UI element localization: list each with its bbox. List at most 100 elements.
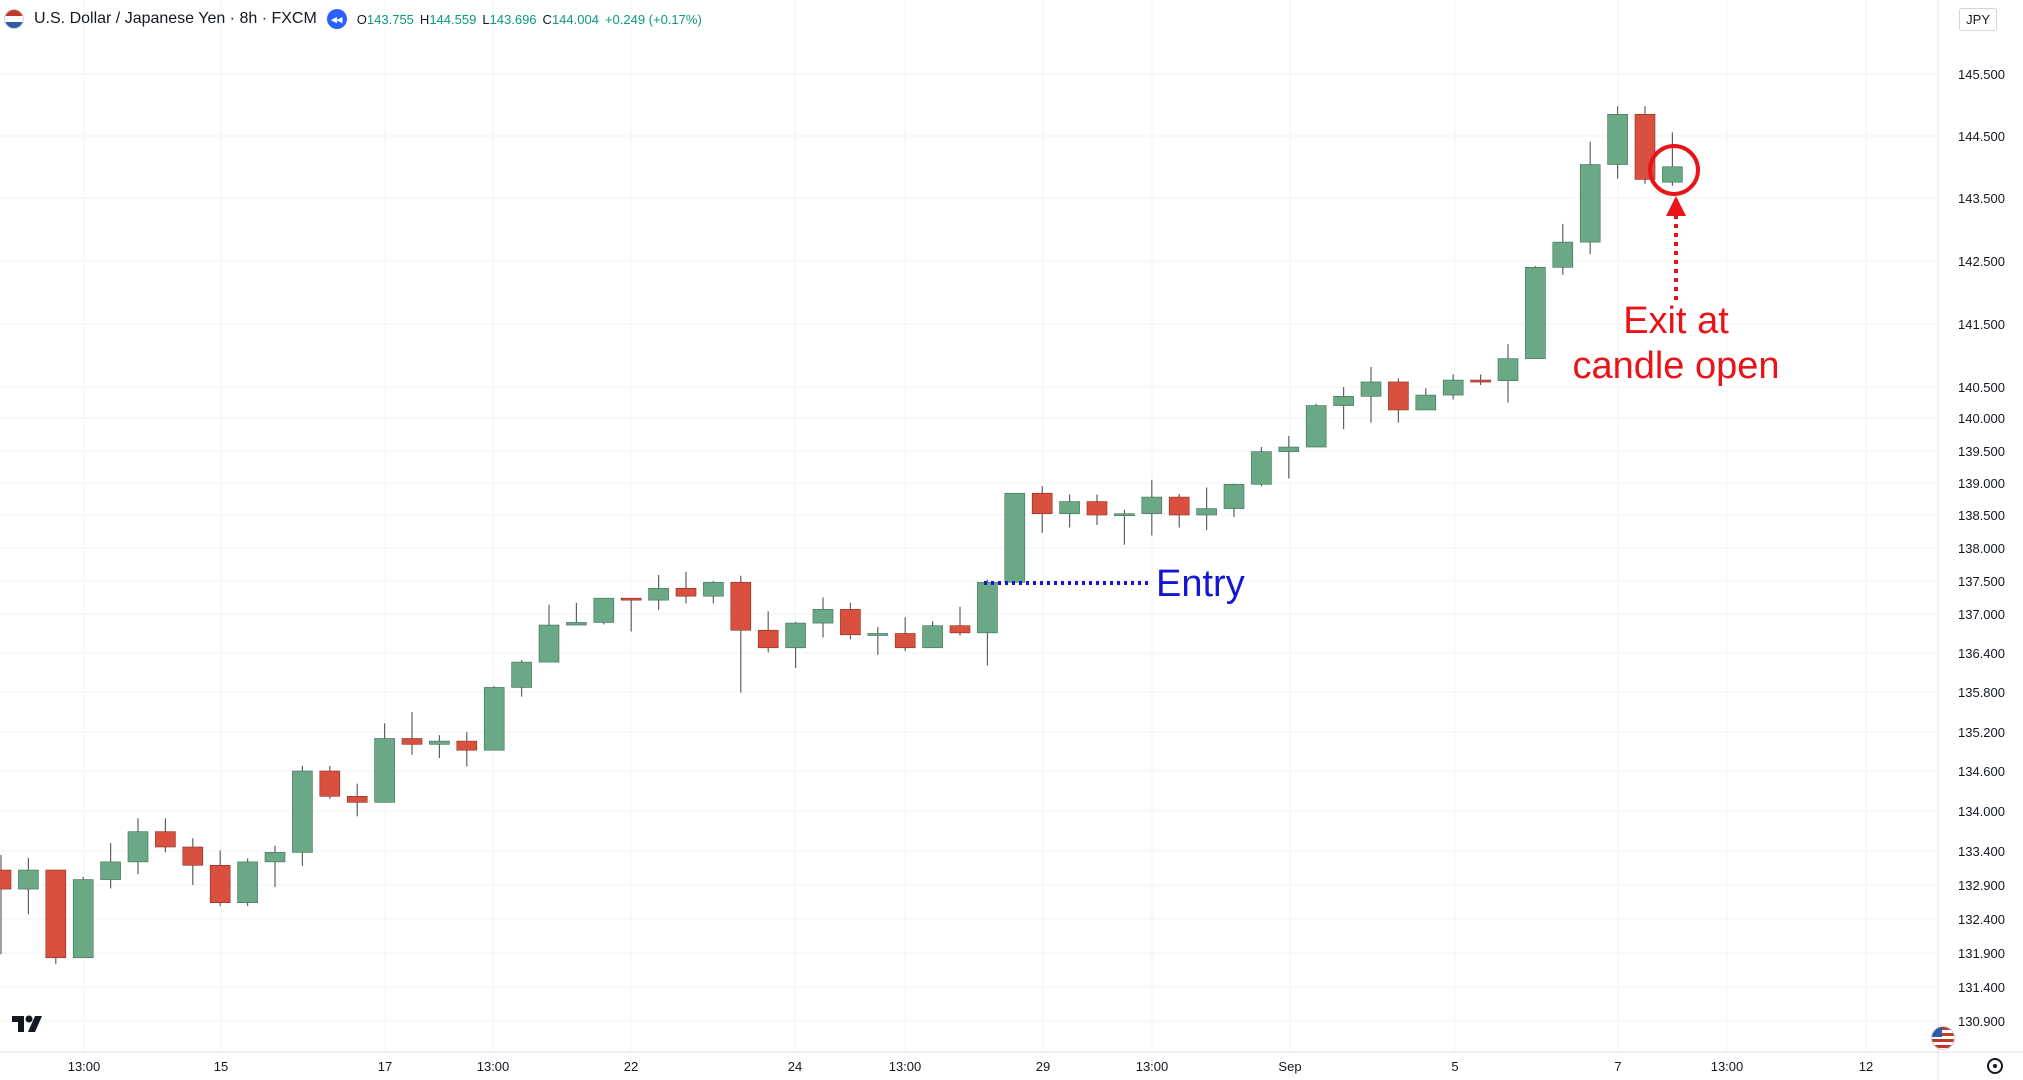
time-tick-label: 13:00: [1711, 1059, 1744, 1074]
candle: [812, 597, 834, 638]
candle: [1278, 435, 1300, 479]
candle: [1031, 486, 1053, 533]
candle: [429, 735, 450, 758]
candle: [182, 838, 204, 885]
price-tick-label: 140.000: [1958, 411, 2005, 426]
candle: [1251, 447, 1272, 487]
candle-body: [209, 864, 231, 903]
candle: [1497, 344, 1519, 403]
candle: [894, 617, 916, 652]
candle: [1552, 223, 1574, 275]
candle: [1114, 509, 1135, 545]
gear-icon[interactable]: [1987, 1058, 2003, 1074]
candle-body: [1004, 492, 1026, 583]
candle-body: [1497, 358, 1519, 381]
price-tick-label: 132.900: [1958, 878, 2005, 893]
candle: [155, 818, 176, 853]
price-tick-label: 145.500: [1958, 67, 2005, 82]
exit-label-line1: Exit at: [1623, 300, 1729, 342]
candle: [1004, 492, 1026, 583]
candle-body: [785, 622, 806, 649]
candle-body: [648, 587, 669, 601]
price-tick-label: 137.500: [1958, 574, 2005, 589]
candle: [867, 627, 889, 655]
price-tick-label: 143.500: [1958, 191, 2005, 206]
price-tick-label: 144.500: [1958, 129, 2005, 144]
candle-body: [538, 624, 560, 663]
price-tick-label: 139.500: [1958, 444, 2005, 459]
candle-body: [1388, 381, 1409, 411]
candle: [538, 604, 560, 663]
candle: [209, 850, 231, 907]
candle: [1579, 141, 1601, 255]
price-tick-label: 131.900: [1958, 946, 2005, 961]
candle: [1223, 483, 1245, 517]
candle: [264, 845, 286, 888]
candle: [1196, 487, 1217, 531]
candle-body: [1442, 379, 1464, 396]
candle: [593, 597, 615, 625]
price-tick-label: 134.600: [1958, 764, 2005, 779]
time-tick-label: 13:00: [477, 1059, 510, 1074]
candle: [785, 621, 806, 668]
candle-body: [1114, 513, 1135, 517]
candle: [949, 606, 971, 636]
candle-body: [1470, 379, 1491, 383]
candle-body: [1579, 164, 1601, 243]
candle-body: [100, 861, 121, 880]
symbol-flag-icon: [4, 9, 24, 29]
symbol-title[interactable]: U.S. Dollar / Japanese Yen · 8h · FXCM: [34, 10, 317, 27]
candle-body: [292, 770, 313, 853]
candle: [566, 602, 587, 626]
candle-body: [840, 609, 861, 636]
candle: [45, 869, 67, 964]
exit-circle: [1648, 144, 1700, 196]
time-tick-label: 7: [1614, 1059, 1621, 1074]
candle-body: [675, 587, 697, 597]
price-tick-label: 138.500: [1958, 508, 2005, 523]
candle: [456, 732, 478, 767]
time-tick-label: 13:00: [889, 1059, 922, 1074]
candle-body: [703, 582, 724, 597]
candle-body: [483, 687, 505, 751]
candle-body: [1086, 501, 1108, 516]
candle: [319, 765, 341, 799]
currency-button[interactable]: JPY: [1959, 8, 1997, 31]
candle-body: [1552, 241, 1574, 268]
candle-body: [1607, 114, 1628, 165]
price-tick-label: 135.200: [1958, 725, 2005, 740]
price-tick-label: 131.400: [1958, 980, 2005, 995]
price-tick-label: 142.500: [1958, 254, 2005, 269]
candle-body: [182, 846, 204, 866]
tradingview-logo-icon[interactable]: [12, 1012, 46, 1036]
candle-body: [894, 633, 916, 649]
candle-body: [1196, 508, 1217, 516]
exit-label-line2: candle open: [1572, 345, 1779, 387]
candle: [840, 602, 861, 640]
price-tick-label: 135.800: [1958, 685, 2005, 700]
candle-body: [1415, 394, 1437, 411]
candle-body: [977, 582, 998, 634]
time-axis[interactable]: 13:00 15 17 13:00 22 24 13:00 29 13:00 Sep 5 7 13:00…: [68, 1059, 1874, 1074]
candle-body: [45, 869, 67, 959]
candle-body: [1662, 166, 1683, 183]
candle-body: [319, 770, 341, 797]
us-flag-icon[interactable]: [1931, 1026, 1955, 1050]
candle: [72, 876, 94, 959]
candle: [483, 686, 505, 751]
candle-body: [429, 740, 450, 745]
time-tick-label: 12: [1859, 1059, 1873, 1074]
candle-body: [127, 831, 149, 863]
candle-body: [374, 738, 395, 803]
candle: [237, 858, 258, 907]
candle: [620, 597, 642, 632]
price-axis[interactable]: 145.500 144.500 143.500 142.500 141.500 140.5…: [1958, 67, 2005, 1029]
replay-icon[interactable]: ◂◂: [326, 9, 347, 29]
candle-body: [401, 738, 423, 745]
candle-body: [1305, 405, 1327, 448]
candle-body: [1223, 483, 1245, 509]
candle-body: [237, 861, 258, 903]
candle: [1442, 374, 1464, 400]
exit-annotation: Exit at candle open: [1572, 144, 1780, 387]
